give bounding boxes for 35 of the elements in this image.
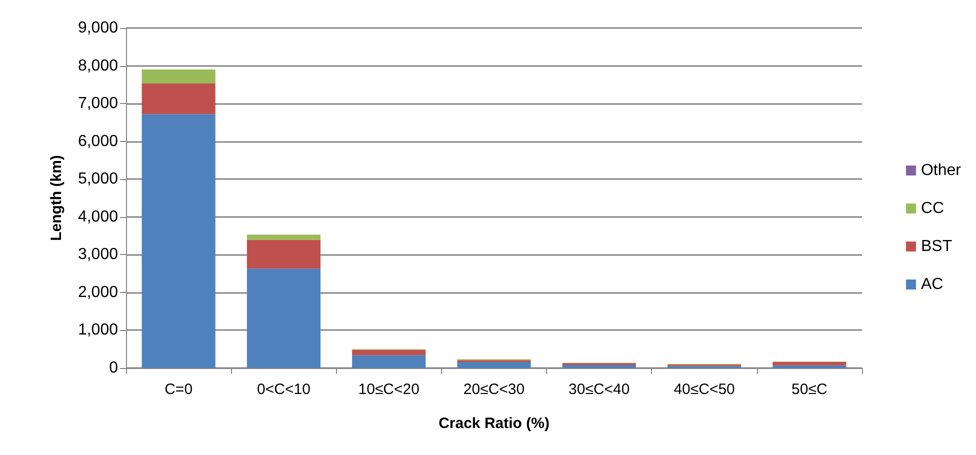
legend-label: CC: [920, 200, 944, 217]
y-tick-label: 0: [109, 360, 118, 376]
bar: [142, 84, 216, 114]
y-tick-label: 6,000: [78, 132, 118, 150]
x-tick-label: C=0: [164, 381, 193, 398]
y-tick-label: 7,000: [78, 95, 118, 112]
y-tick-label: 9,000: [78, 20, 118, 36]
y-tick-label: 1,000: [78, 322, 118, 339]
x-tick-label: 40≤C<50: [674, 381, 735, 398]
y-tick-label: 8,000: [78, 57, 118, 74]
legend-label: Other: [920, 162, 962, 179]
x-tick-label: 30≤C<40: [568, 381, 630, 398]
bar: [772, 365, 846, 368]
y-tick-label: 4,000: [78, 208, 118, 226]
x-tick-label: 50≤C: [792, 381, 828, 398]
bar: [142, 70, 216, 84]
legend-label: BST: [920, 238, 952, 255]
bar: [142, 114, 216, 368]
bar: [457, 362, 531, 368]
x-axis-title: Crack Ratio (%): [438, 415, 550, 432]
bar: [352, 350, 426, 356]
y-axis-title: Length (km): [48, 155, 65, 241]
x-tick-label: 0<C<10: [257, 381, 310, 398]
bar: [562, 364, 636, 368]
bar: [246, 268, 321, 368]
x-tick-label: 20≤C<30: [463, 381, 525, 398]
x-tick-label: 10≤C<20: [358, 381, 420, 398]
y-tick-label: 3,000: [78, 246, 118, 264]
legend-label: AC: [920, 276, 944, 293]
bar: [772, 362, 846, 366]
bar: [246, 234, 321, 240]
y-tick-label: 2,000: [78, 284, 118, 301]
bar: [246, 240, 321, 269]
bar: [352, 355, 426, 368]
y-tick-label: 5,000: [78, 170, 118, 188]
